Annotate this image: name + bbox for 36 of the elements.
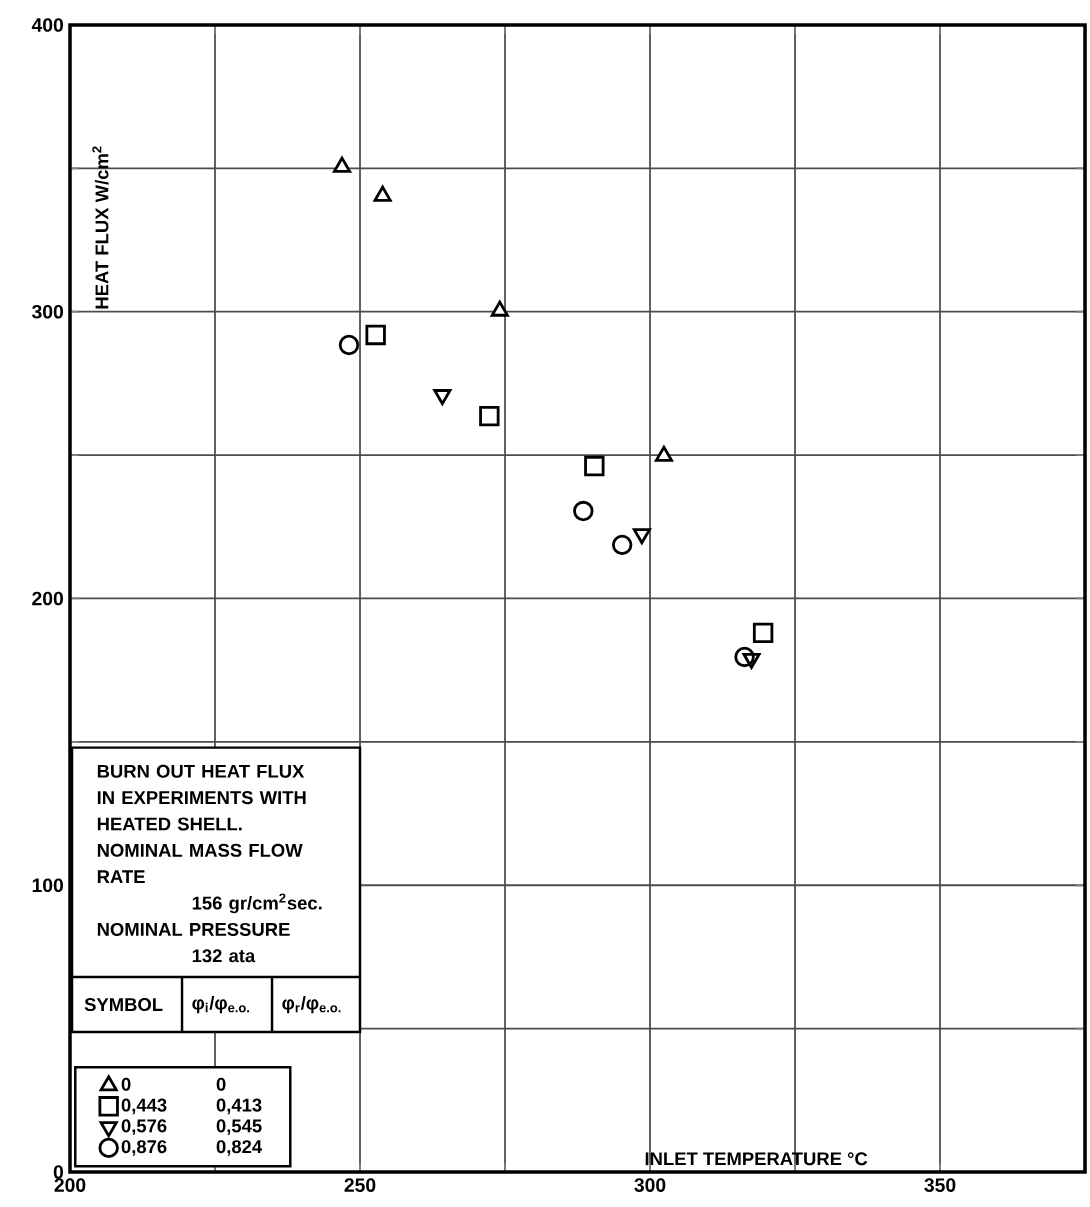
y-tick-label: 400 bbox=[31, 18, 63, 32]
annotation: 156 gr/cm$^{2}$sec. bbox=[192, 893, 322, 914]
point bbox=[333, 156, 352, 173]
point bbox=[373, 185, 392, 202]
annotation: 0,413 bbox=[216, 1098, 262, 1115]
point bbox=[734, 646, 755, 668]
annotation: φ$_{r}$/φ$_{e.o.}$ bbox=[282, 995, 341, 1014]
y-tick-label: 0 bbox=[53, 1165, 63, 1179]
point bbox=[584, 455, 605, 477]
annotation: 0,824 bbox=[216, 1140, 263, 1156]
point bbox=[611, 534, 633, 556]
annotation: SYMBOL bbox=[84, 998, 163, 1012]
point bbox=[573, 500, 594, 522]
legend-label: 0,876 bbox=[121, 1140, 167, 1156]
annotation: 0 bbox=[216, 1077, 226, 1091]
y-tick-label: 100 bbox=[32, 878, 63, 893]
annotation: 0,545 bbox=[216, 1119, 262, 1136]
point bbox=[479, 405, 500, 427]
x-tick-label: 350 bbox=[924, 1178, 956, 1192]
legend-label: 0 bbox=[121, 1077, 131, 1091]
point bbox=[338, 334, 360, 356]
point bbox=[490, 300, 509, 317]
point bbox=[365, 324, 386, 346]
legend-label: 0,576 bbox=[121, 1119, 167, 1136]
y-axis-title: HEAT FLUX W/cm$^{2}$ bbox=[92, 146, 109, 309]
x-tick-label: 300 bbox=[634, 1178, 666, 1192]
text: BURN OUT HEAT FLUX IN EXPERIMENTS WITH HEATED SHELL. bbox=[97, 764, 306, 831]
annotation: φ$_{i}$/φ$_{e.o.}$ bbox=[192, 995, 249, 1014]
y-tick-label: 300 bbox=[31, 304, 63, 319]
annotation: NOMINAL PRESSURE bbox=[97, 922, 290, 936]
x-tick-label: 200 bbox=[54, 1178, 86, 1192]
x-tick-label: 250 bbox=[344, 1178, 376, 1192]
legend-label: 0,443 bbox=[121, 1098, 167, 1115]
annotation: 132 ata bbox=[192, 949, 256, 963]
point bbox=[752, 622, 774, 644]
y-tick-label: 200 bbox=[32, 591, 63, 606]
